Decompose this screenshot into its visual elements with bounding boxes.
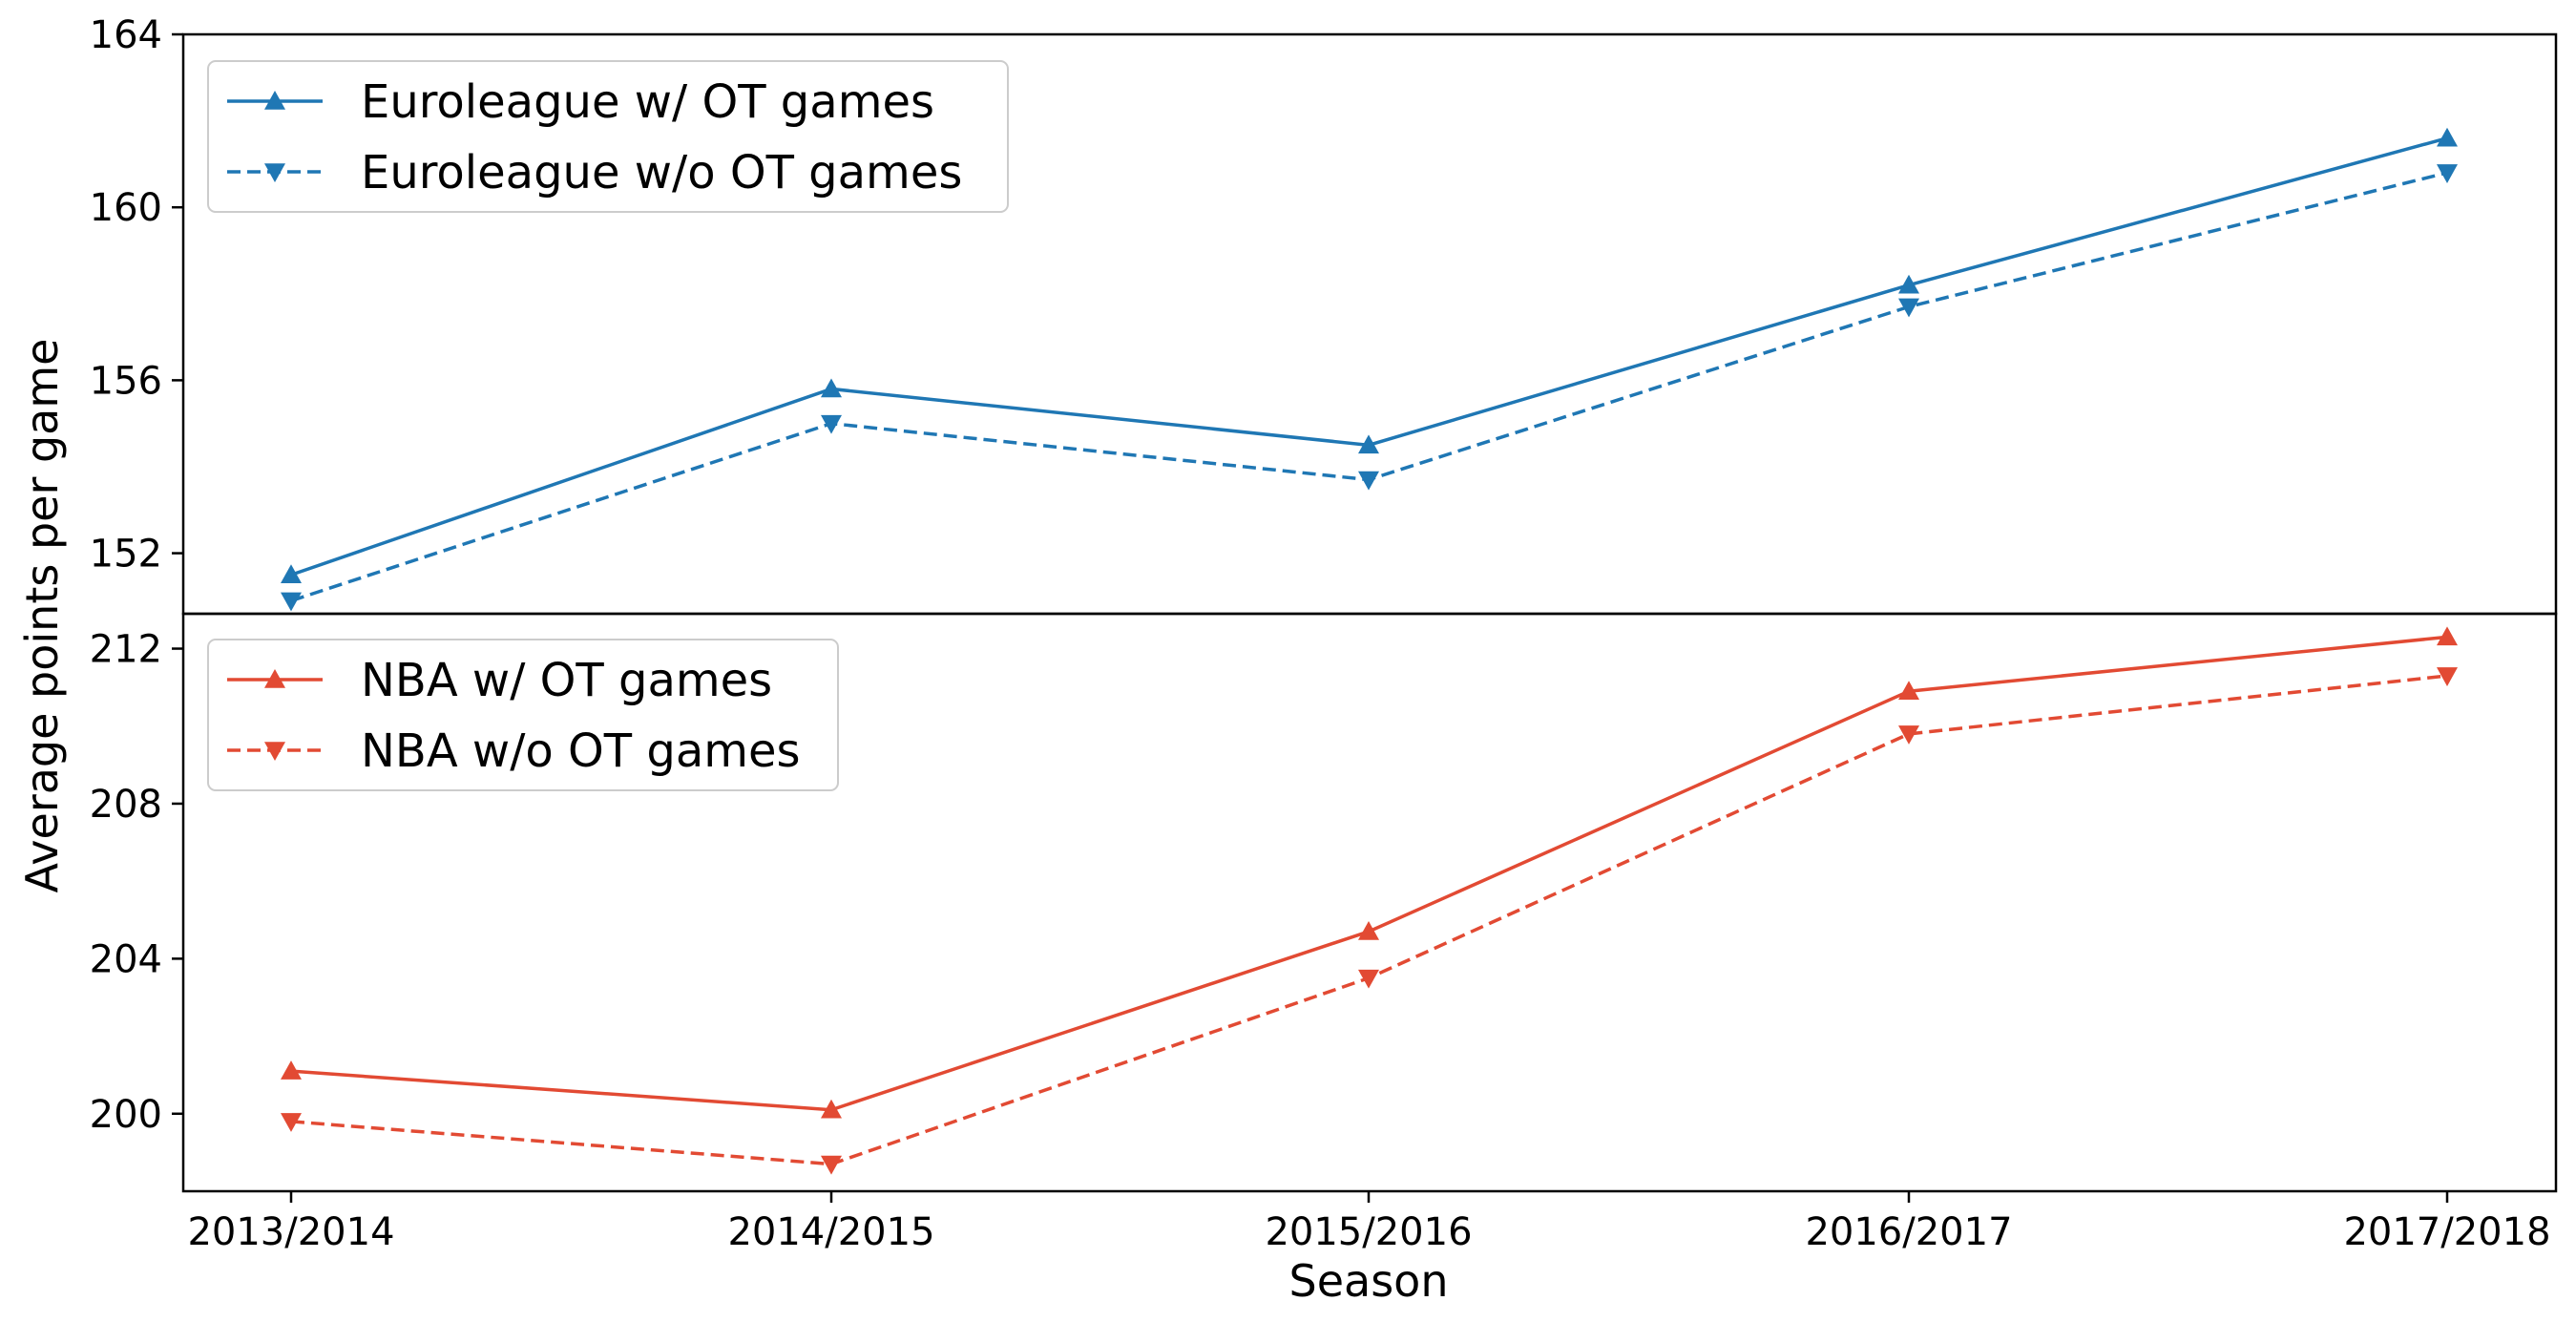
data-point-nba-1 [2437,667,2458,686]
legend-label: Euroleague w/ OT games [361,75,934,129]
x-tick-label: 2013/2014 [187,1210,394,1254]
data-point-nba-1 [1898,725,1919,745]
x-tick-label: 2017/2018 [2343,1210,2550,1254]
legend-nba: NBA w/ OT games NBA w/o OT games [207,639,839,791]
panel-nba: 200 204 208 212 2013/2014 2014/2015 2015/2016 2… [90,612,2558,1254]
x-tick-label: 2015/2016 [1265,1210,1472,1254]
y-axis-label: Average points per game [16,339,68,893]
x-axis-label: Season [1289,1255,1449,1307]
data-point-euro-1 [281,592,302,612]
y-tick-label: 156 [90,359,162,403]
legend-label: Euroleague w/o OT games [361,146,962,199]
data-point-euro-1 [1358,471,1379,491]
y-tick-label: 152 [90,533,162,577]
data-point-nba-1 [281,1113,302,1132]
data-point-euro-0 [1358,434,1379,454]
data-point-nba-0 [281,1060,302,1080]
legend-label: NBA w/ OT games [361,654,772,707]
legend-marker [264,163,285,182]
data-point-euro-0 [2437,127,2458,147]
series-line-euro-1 [290,171,2448,603]
y-tick-label: 200 [90,1093,162,1137]
data-point-euro-1 [2437,164,2458,183]
legend-box [207,639,839,791]
data-point-nba-1 [1358,969,1379,989]
plot-frame [181,612,2558,1193]
x-tick-label: 2014/2015 [727,1210,934,1254]
data-point-nba-1 [821,1155,842,1175]
data-point-nba-0 [2437,626,2458,646]
y-tick-label: 212 [90,628,162,672]
data-point-euro-0 [1898,274,1919,294]
data-point-nba-0 [1898,681,1919,701]
y-tick-label: 164 [90,13,162,57]
y-tick-label: 208 [90,783,162,827]
data-point-euro-1 [1898,298,1919,318]
legend-marker [264,669,285,688]
data-point-nba-0 [1358,920,1379,940]
y-tick-label: 204 [90,937,162,981]
data-point-euro-0 [821,378,842,398]
x-tick-label: 2016/2017 [1805,1210,2012,1254]
legend-box [207,60,1009,213]
data-point-euro-0 [281,564,302,584]
y-tick-label: 160 [90,186,162,230]
legend-euro: Euroleague w/ OT games Euroleague w/o OT … [207,60,1009,213]
legend-marker [264,91,285,110]
legend-marker [264,742,285,761]
legend-label: NBA w/o OT games [361,724,801,778]
data-point-nba-0 [821,1099,842,1119]
data-point-euro-1 [821,414,842,434]
